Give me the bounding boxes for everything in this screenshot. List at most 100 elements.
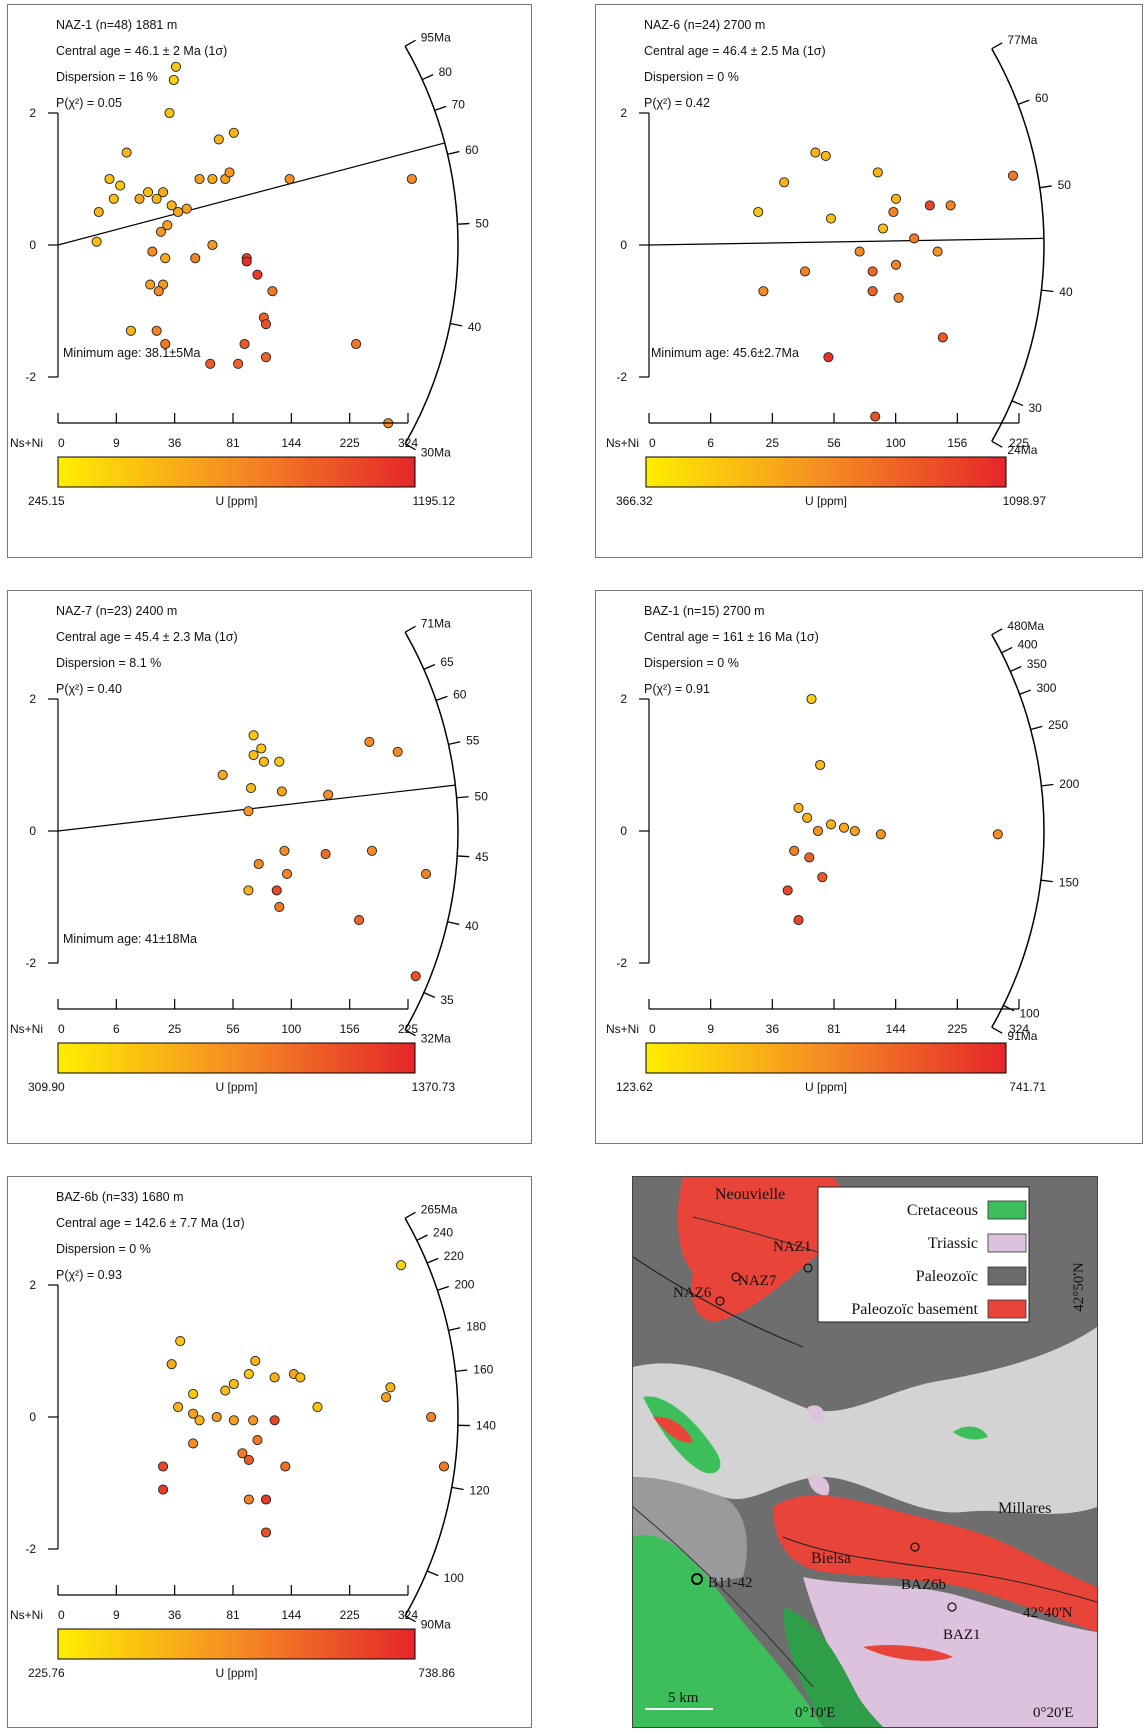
age-tick: [417, 1235, 428, 1240]
x-tick-label: 156: [947, 436, 967, 450]
data-point-7: [889, 207, 898, 216]
data-point-0: [249, 731, 258, 740]
map-label-b1142: B11-42: [708, 1575, 752, 1591]
age-tick-label: 90Ma: [421, 1618, 451, 1632]
x-tick-label: 144: [886, 1022, 906, 1036]
data-point-29: [158, 1485, 167, 1494]
data-point-13: [800, 267, 809, 276]
data-point-7: [277, 787, 286, 796]
data-point-31: [261, 1495, 270, 1504]
chart-stat-1: Dispersion = 0 %: [644, 70, 739, 84]
chart-stat-2: P(χ²) = 0.05: [56, 96, 122, 110]
data-point-21: [824, 353, 833, 362]
data-point-8: [189, 1389, 198, 1398]
age-tick: [424, 665, 435, 670]
data-point-27: [208, 240, 217, 249]
age-tick: [450, 324, 462, 326]
data-point-10: [878, 224, 887, 233]
colorbar-min: 123.62: [616, 1080, 653, 1094]
map-label-neouvielle: Neouvielle: [715, 1186, 785, 1203]
data-point-19: [249, 1416, 258, 1425]
age-tick: [992, 43, 1002, 49]
x-tick-label: 56: [226, 1022, 240, 1036]
map-label-lon_2: 0°20'E: [1033, 1705, 1073, 1721]
data-point-11: [818, 873, 827, 882]
map-label-naz6: NAZ6: [673, 1285, 712, 1301]
data-point-22: [871, 412, 880, 421]
data-point-19: [275, 902, 284, 911]
data-point-0: [807, 694, 816, 703]
data-point-9: [176, 1337, 185, 1346]
data-point-18: [229, 1416, 238, 1425]
chart-stat-2: P(χ²) = 0.93: [56, 1268, 122, 1282]
data-point-6: [891, 194, 900, 203]
x-tick-label: 324: [398, 1608, 418, 1622]
colorbar-label: U [ppm]: [805, 494, 847, 508]
data-point-16: [282, 869, 291, 878]
map-label-baz6b: BAZ6b: [901, 1577, 946, 1593]
y-tick-label: 2: [620, 106, 627, 120]
data-point-2: [794, 803, 803, 812]
data-point-43: [351, 339, 360, 348]
age-tick: [1018, 100, 1029, 104]
age-tick: [448, 742, 460, 745]
chart-title: BAZ-6b (n=33) 1680 m: [56, 1190, 184, 1204]
data-point-13: [158, 188, 167, 197]
data-point-26: [281, 1462, 290, 1471]
data-point-3: [259, 757, 268, 766]
chart-stat-0: Central age = 45.4 ± 2.3 Ma (1σ): [56, 630, 238, 644]
data-point-3: [803, 813, 812, 822]
central-age-line: [58, 785, 455, 831]
legend-label-1: Triassic: [928, 1235, 978, 1252]
x-axis-label: Ns+Ni: [10, 1608, 43, 1622]
x-tick-label: 6: [707, 436, 714, 450]
age-tick-label: 60: [453, 687, 467, 701]
age-tick: [448, 922, 460, 925]
data-point-5: [826, 214, 835, 223]
y-tick-label: 2: [29, 1278, 36, 1292]
data-point-11: [386, 1383, 395, 1392]
map-label-scale: 5 km: [668, 1690, 699, 1706]
colorbar-max: 1195.12: [413, 494, 456, 508]
x-tick-label: 156: [340, 1022, 360, 1036]
age-tick-label: 200: [1059, 777, 1079, 791]
age-tick-label: 120: [469, 1484, 489, 1498]
age-tick: [1041, 785, 1053, 786]
y-tick-label: 0: [29, 1410, 36, 1424]
x-tick-label: 0: [58, 436, 65, 450]
y-tick-label: 0: [620, 238, 627, 252]
colorbar-label: U [ppm]: [215, 1080, 257, 1094]
chart-stat-1: Dispersion = 0 %: [56, 1242, 151, 1256]
age-tick-label: 60: [465, 143, 479, 157]
x-tick-label: 81: [226, 1608, 240, 1622]
data-point-1: [257, 744, 266, 753]
legend-swatch-1: [988, 1234, 1026, 1252]
chart-stat-2: P(χ²) = 0.40: [56, 682, 122, 696]
x-axis-label: Ns+Ni: [606, 436, 639, 450]
data-point-17: [195, 1416, 204, 1425]
data-point-0: [811, 148, 820, 157]
data-point-35: [253, 270, 262, 279]
x-tick-label: 225: [1009, 436, 1029, 450]
legend-swatch-3: [988, 1300, 1026, 1318]
x-tick-label: 144: [281, 1608, 301, 1622]
x-tick-label: 36: [766, 1022, 780, 1036]
data-point-18: [161, 254, 170, 263]
data-point-7: [221, 1386, 230, 1395]
colorbar: [58, 1043, 415, 1073]
data-point-10: [92, 237, 101, 246]
age-tick-label: 50: [475, 216, 489, 230]
age-tick: [1020, 690, 1031, 694]
age-tick: [457, 797, 469, 798]
age-tick-label: 40: [468, 320, 482, 334]
central-age-line: [649, 238, 1044, 245]
data-point-14: [993, 830, 1002, 839]
age-tick: [452, 1487, 464, 1489]
age-tick: [1003, 1006, 1014, 1011]
data-point-2: [165, 108, 174, 117]
